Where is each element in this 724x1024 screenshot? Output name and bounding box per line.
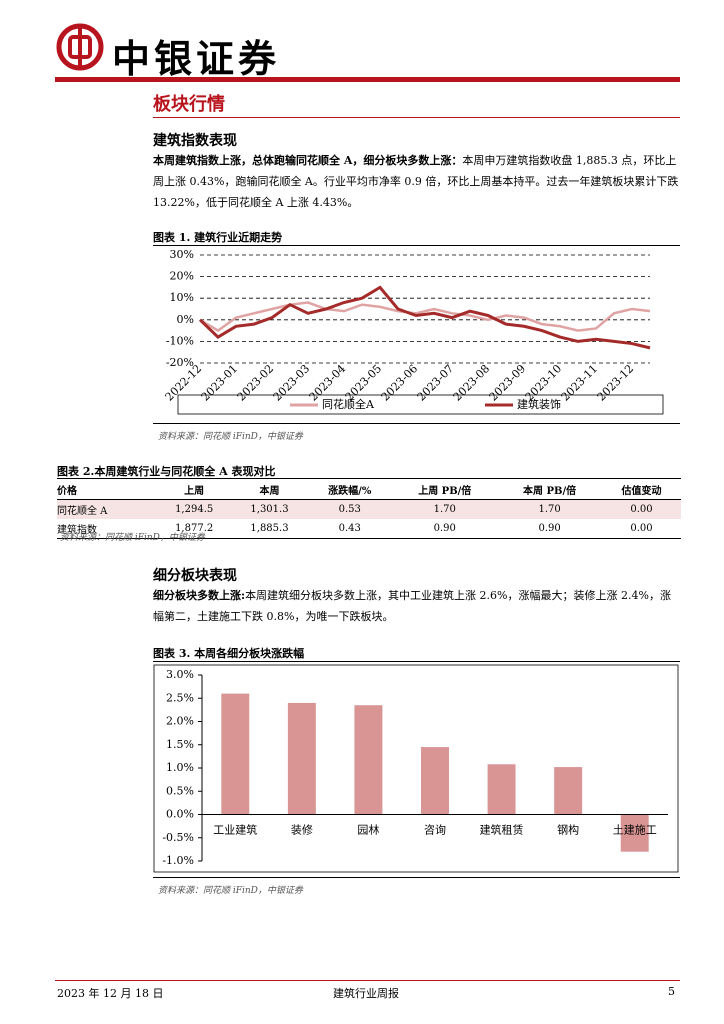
legend-label: 建筑装饰 bbox=[517, 397, 561, 411]
x-tick-label: 2023-11 bbox=[559, 362, 601, 404]
x-tick-label: 2023-08 bbox=[451, 362, 493, 404]
y-tick-label: 20% bbox=[170, 270, 194, 283]
subsection-title: 建筑指数表现 bbox=[153, 133, 237, 149]
source: 资料来源：同花顺 iFinD，中银证券 bbox=[60, 533, 205, 543]
x-tick-label: 建筑租赁 bbox=[480, 823, 524, 837]
y-tick-label: 30% bbox=[170, 248, 194, 261]
legend-box bbox=[177, 394, 664, 415]
y-tick-label: 10% bbox=[170, 291, 194, 304]
caption-rule bbox=[153, 661, 680, 662]
bar bbox=[354, 705, 383, 815]
x-tick-label: 钢构 bbox=[557, 823, 579, 837]
series-line bbox=[199, 301, 651, 333]
lead: 细分板块多数上涨: bbox=[153, 589, 246, 602]
bar bbox=[620, 814, 649, 852]
lead: 本周建筑指数上涨，总体跑输同花顺全 A，细分板块多数上涨： bbox=[153, 154, 463, 167]
y-tick-label: 0.0% bbox=[166, 808, 194, 821]
bar bbox=[221, 693, 250, 815]
column-header: 本周 bbox=[231, 480, 308, 500]
column-header: 价格 bbox=[57, 480, 157, 500]
footer-report: 建筑行业周报 bbox=[333, 987, 399, 1000]
y-tick-label: 3.0% bbox=[166, 668, 194, 681]
line-chart: -20%-10%0%10%20%30%2022-122023-012023-02… bbox=[163, 248, 664, 415]
page-number: 5 bbox=[668, 985, 675, 998]
series-line bbox=[198, 285, 651, 350]
table-row: 同花顺全 A 1,294.5 1,301.3 0.53 1.70 1.70 0.00 bbox=[57, 499, 681, 519]
y-tick-label: 0% bbox=[177, 313, 194, 326]
x-tick-label: 土建施工 bbox=[613, 823, 657, 837]
plot-frame bbox=[153, 664, 679, 873]
table-cell: 0.90 bbox=[538, 523, 561, 534]
table-cell: 0.90 bbox=[433, 523, 456, 534]
caption: 图表 1. 建筑行业近期走势 bbox=[153, 231, 283, 244]
column-header: 上周 bbox=[156, 480, 232, 500]
table-cell: 1.70 bbox=[433, 504, 456, 515]
table-cell: 同花顺全 A bbox=[57, 506, 108, 517]
table-cell: 0.53 bbox=[338, 504, 361, 515]
table-cell: 1,294.5 bbox=[175, 504, 214, 515]
y-tick-label: 2.5% bbox=[166, 691, 194, 704]
y-tick-label: 0.5% bbox=[166, 784, 194, 797]
footer-date: 2023 年 12 月 18 日 bbox=[57, 987, 164, 1000]
bar-chart: -1.0% -0.5% 0.0% 0.5% 1.0% 1.5% 2.0% 2.5% 3.0% 工业… bbox=[153, 664, 679, 873]
footer-rule bbox=[55, 980, 680, 981]
table-cell: 1,877.2 bbox=[175, 523, 214, 534]
body: 本周建筑细分板块多数上涨，其中工业建筑上涨 2.6%，涨幅最大；装修上涨 2.4… bbox=[153, 589, 671, 623]
x-tick-label: 2023-12 bbox=[595, 362, 637, 404]
x-tick-label: 园林 bbox=[357, 823, 379, 837]
column-header: 涨跌幅/% bbox=[307, 480, 393, 500]
x-tick-label: 2023-02 bbox=[235, 362, 277, 404]
caption: 图表 2.本周建筑行业与同花顺全 A 表现对比 bbox=[57, 465, 276, 478]
x-tick-label: 咨询 bbox=[424, 823, 446, 837]
section-title: 板块行情 bbox=[153, 94, 225, 115]
subsection-title: 细分板块表现 bbox=[153, 568, 237, 584]
caption-rule bbox=[153, 245, 680, 246]
y-tick-label: 2.0% bbox=[166, 715, 194, 728]
y-tick-label: -0.5% bbox=[162, 831, 194, 844]
bar bbox=[554, 767, 583, 815]
table-cell: 1.70 bbox=[538, 504, 561, 515]
brand: 中银证券 bbox=[112, 37, 281, 81]
x-tick-label: 2023-01 bbox=[199, 362, 241, 404]
bar bbox=[421, 747, 449, 815]
figure-rule bbox=[153, 877, 680, 878]
legend-label: 同花顺全A bbox=[322, 397, 375, 411]
table-cell: 1,885.3 bbox=[250, 523, 289, 534]
table-cell: 0.00 bbox=[630, 523, 653, 534]
source: 资料来源：同花顺 iFinD，中银证券 bbox=[158, 886, 303, 896]
header-rule bbox=[55, 77, 680, 82]
caption-rule bbox=[57, 478, 681, 479]
table-cell: 1,301.3 bbox=[250, 504, 289, 515]
header-row: 价格 上周 本周 涨跌幅/% 上周 PB/倍 本周 PB/倍 估值变动 bbox=[57, 480, 681, 500]
y-tick-label: -1.0% bbox=[162, 854, 194, 867]
column-header: 估值变动 bbox=[602, 480, 681, 500]
x-tick-label: 2023-06 bbox=[379, 362, 421, 404]
table-cell: 建筑指数 bbox=[57, 525, 97, 536]
caption: 图表 3. 本周各细分板块涨跌幅 bbox=[153, 647, 305, 660]
table-cell: 0.43 bbox=[338, 523, 361, 534]
logo bbox=[56, 23, 104, 71]
table-row: 建筑指数 1,877.2 1,885.3 0.43 0.90 0.90 0.00 bbox=[57, 519, 681, 539]
y-tick-label: -20% bbox=[166, 356, 194, 369]
section-rule bbox=[153, 117, 680, 118]
bar bbox=[487, 764, 516, 815]
y-tick-label: -10% bbox=[166, 334, 194, 347]
body: 本周申万建筑指数收盘 1,885.3 点，环比上周上涨 0.43%，跑输同花顺全… bbox=[153, 154, 679, 209]
y-tick-label: 1.0% bbox=[166, 761, 194, 774]
source: 资料来源：同花顺 iFinD，中银证券 bbox=[158, 432, 303, 442]
x-tick-label: 2023-07 bbox=[415, 362, 457, 404]
column-header: 本周 PB/倍 bbox=[497, 480, 602, 500]
x-tick-label: 工业建筑 bbox=[213, 823, 257, 837]
column-header: 上周 PB/倍 bbox=[392, 480, 498, 500]
figure-rule bbox=[153, 423, 680, 424]
y-tick-label: 1.5% bbox=[166, 738, 194, 751]
bar bbox=[287, 702, 316, 815]
x-tick-label: 2023-03 bbox=[271, 362, 313, 404]
table-cell: 0.00 bbox=[630, 504, 653, 515]
x-tick-label: 装修 bbox=[291, 823, 313, 837]
paragraph: 细分板块多数上涨:本周建筑细分板块多数上涨，其中工业建筑上涨 2.6%，涨幅最大… bbox=[153, 585, 680, 627]
paragraph: 本周建筑指数上涨，总体跑输同花顺全 A，细分板块多数上涨：本周申万建筑指数收盘 … bbox=[153, 150, 680, 213]
table: 价格 上周 本周 涨跌幅/% 上周 PB/倍 本周 PB/倍 估值变动同花顺全 A 1,294… bbox=[57, 480, 681, 539]
